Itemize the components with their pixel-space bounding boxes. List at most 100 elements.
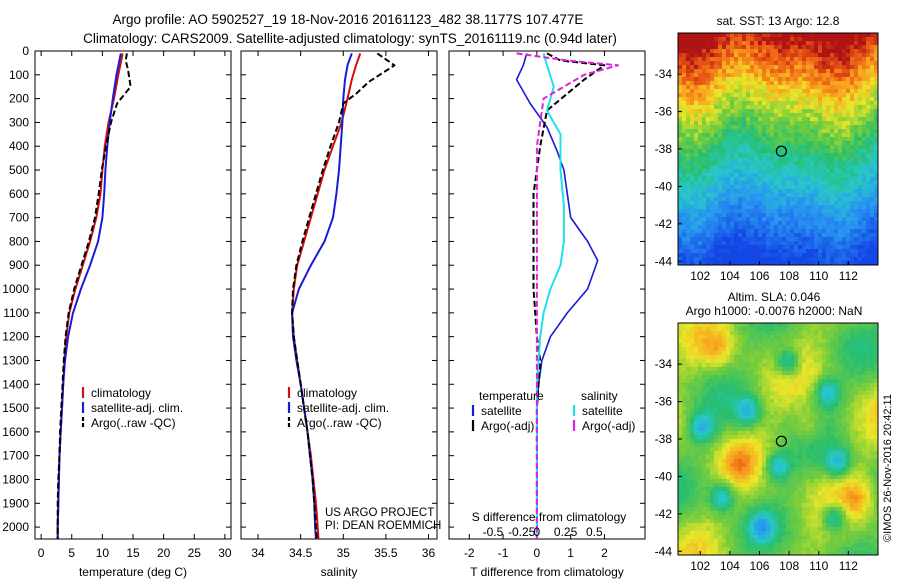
map-cell bbox=[874, 213, 879, 218]
map-cell bbox=[722, 245, 727, 250]
map-cell bbox=[846, 113, 851, 118]
map-cell bbox=[686, 375, 691, 380]
map-cell bbox=[734, 197, 739, 202]
map-cell bbox=[842, 367, 847, 372]
map-cell bbox=[838, 161, 843, 166]
map-cell bbox=[802, 237, 807, 242]
map-cell bbox=[830, 249, 835, 254]
map-cell bbox=[702, 371, 707, 376]
map-cell bbox=[706, 355, 711, 360]
map-cell bbox=[774, 49, 779, 54]
map-cell bbox=[774, 447, 779, 452]
map-cell bbox=[718, 137, 723, 142]
map-cell bbox=[734, 375, 739, 380]
map-cell bbox=[718, 209, 723, 214]
map-cell bbox=[766, 367, 771, 372]
depth-tick-label: 1600 bbox=[2, 425, 29, 439]
map-cell bbox=[706, 189, 711, 194]
map-cell bbox=[786, 209, 791, 214]
map-cell bbox=[714, 367, 719, 372]
map-cell bbox=[862, 121, 867, 126]
map-cell bbox=[710, 57, 715, 62]
map-cell bbox=[794, 399, 799, 404]
map-cell bbox=[738, 411, 743, 416]
map-cell bbox=[746, 53, 751, 58]
map-cell bbox=[782, 161, 787, 166]
map-cell bbox=[846, 101, 851, 106]
map-cell bbox=[738, 177, 743, 182]
map-cell bbox=[698, 37, 703, 42]
map-cell bbox=[858, 125, 863, 130]
map-cell bbox=[718, 57, 723, 62]
map-cell bbox=[766, 189, 771, 194]
map-cell bbox=[770, 411, 775, 416]
map-cell bbox=[686, 245, 691, 250]
map-cell bbox=[698, 439, 703, 444]
map-cell bbox=[834, 241, 839, 246]
map-cell bbox=[834, 439, 839, 444]
map-cell bbox=[774, 185, 779, 190]
map-cell bbox=[678, 423, 683, 428]
map-cell bbox=[822, 331, 827, 336]
map-cell bbox=[706, 431, 711, 436]
map-cell bbox=[850, 221, 855, 226]
map-cell bbox=[690, 343, 695, 348]
map-cell bbox=[870, 217, 875, 222]
map-cell bbox=[786, 447, 791, 452]
map-cell bbox=[770, 257, 775, 262]
map-cell bbox=[838, 451, 843, 456]
map-cell bbox=[698, 431, 703, 436]
map-cell bbox=[842, 209, 847, 214]
map-cell bbox=[694, 359, 699, 364]
map-cell bbox=[786, 379, 791, 384]
map-cell bbox=[834, 435, 839, 440]
map-cell bbox=[786, 261, 791, 266]
map-cell bbox=[870, 37, 875, 42]
map-cell bbox=[738, 153, 743, 158]
map-cell bbox=[726, 443, 731, 448]
map-cell bbox=[802, 141, 807, 146]
map-cell bbox=[690, 419, 695, 424]
map-cell bbox=[810, 363, 815, 368]
map-cell bbox=[762, 109, 767, 114]
map-cell bbox=[822, 237, 827, 242]
map-cell bbox=[766, 379, 771, 384]
map-cell bbox=[834, 383, 839, 388]
map-cell bbox=[774, 339, 779, 344]
series-salinity-satellite bbox=[535, 53, 565, 539]
map-cell bbox=[706, 245, 711, 250]
map-cell bbox=[742, 339, 747, 344]
map-cell bbox=[678, 339, 683, 344]
map-cell bbox=[850, 407, 855, 412]
map-cell bbox=[766, 217, 771, 222]
map-cell bbox=[858, 229, 863, 234]
map-cell bbox=[854, 105, 859, 110]
map-cell bbox=[806, 375, 811, 380]
depth-tick-label: 400 bbox=[9, 139, 29, 153]
map-cell bbox=[702, 447, 707, 452]
map-cell bbox=[690, 137, 695, 142]
map-cell bbox=[806, 85, 811, 90]
map-cell bbox=[750, 189, 755, 194]
map-cell bbox=[874, 435, 879, 440]
map-cell bbox=[750, 249, 755, 254]
map-cell bbox=[698, 213, 703, 218]
map-cell bbox=[830, 367, 835, 372]
map-cell bbox=[730, 403, 735, 408]
map-cell bbox=[730, 383, 735, 388]
map-cell bbox=[830, 435, 835, 440]
map-cell bbox=[750, 233, 755, 238]
map-cell bbox=[746, 161, 751, 166]
map-cell bbox=[694, 177, 699, 182]
map-cell bbox=[834, 133, 839, 138]
map-cell bbox=[838, 427, 843, 432]
map-cell bbox=[770, 181, 775, 186]
map-cell bbox=[874, 169, 879, 174]
map-cell bbox=[730, 197, 735, 202]
map-cell bbox=[818, 335, 823, 340]
map-cell bbox=[850, 209, 855, 214]
map-cell bbox=[714, 447, 719, 452]
map-cell bbox=[734, 57, 739, 62]
map-cell bbox=[798, 459, 803, 464]
map-cell bbox=[742, 45, 747, 50]
